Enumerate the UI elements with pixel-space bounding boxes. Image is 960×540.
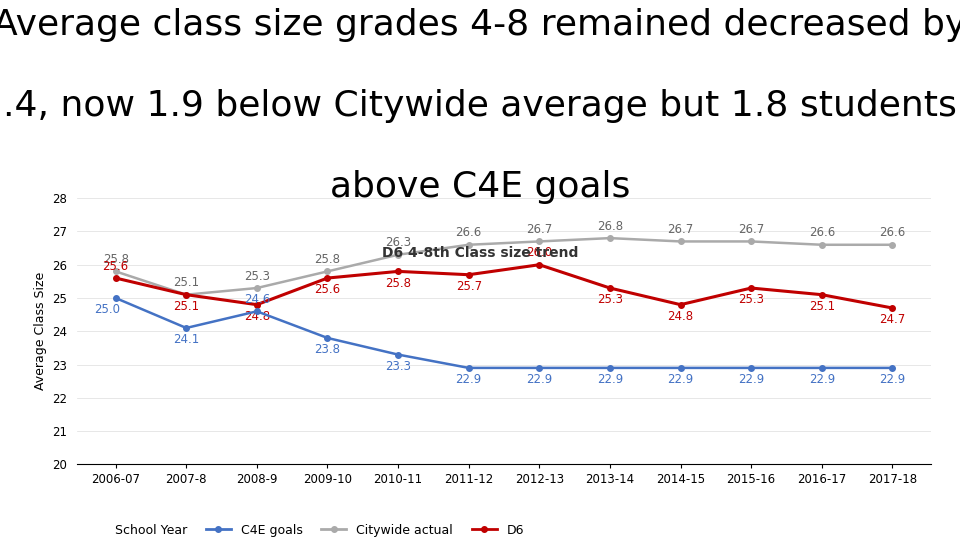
C4E goals (322, 335, 333, 341)
Text: 22.9: 22.9 (879, 373, 905, 386)
Text: 26.6: 26.6 (456, 226, 482, 239)
Text: 26.8: 26.8 (597, 220, 623, 233)
Text: 25.6: 25.6 (103, 260, 129, 273)
C4E goals (109, 295, 121, 301)
C4E goals (816, 364, 828, 371)
D6 (393, 268, 404, 275)
Text: 25.3: 25.3 (597, 293, 623, 306)
Line: Citywide actual: Citywide actual (113, 235, 895, 298)
Text: 24.8: 24.8 (667, 310, 693, 323)
Citywide actual (534, 238, 545, 245)
Text: 22.9: 22.9 (667, 373, 694, 386)
Text: 24.7: 24.7 (879, 313, 905, 326)
D6 (604, 285, 615, 291)
Citywide actual (322, 268, 333, 275)
Text: 25.8: 25.8 (385, 276, 411, 289)
Text: 26.6: 26.6 (879, 226, 905, 239)
C4E goals (745, 364, 756, 371)
Text: 23.3: 23.3 (385, 360, 411, 373)
Text: 25.8: 25.8 (315, 253, 341, 266)
C4E goals (252, 308, 263, 315)
Text: 25.3: 25.3 (244, 269, 270, 283)
D6 (252, 301, 263, 308)
Text: 26.7: 26.7 (667, 223, 694, 236)
D6 (463, 272, 474, 278)
Citywide actual (109, 268, 121, 275)
C4E goals (463, 364, 474, 371)
Text: .4, now 1.9 below Citywide average but 1.8 students: .4, now 1.9 below Citywide average but 1… (3, 89, 957, 123)
Text: 22.9: 22.9 (597, 373, 623, 386)
Text: 25.1: 25.1 (173, 300, 200, 313)
D6 (887, 305, 899, 311)
Text: 23.8: 23.8 (315, 343, 341, 356)
Text: 22.9: 22.9 (808, 373, 835, 386)
Text: 22.9: 22.9 (738, 373, 764, 386)
Legend: School Year, C4E goals, Citywide actual, D6: School Year, C4E goals, Citywide actual,… (75, 518, 529, 540)
Text: 26.0: 26.0 (526, 246, 552, 259)
Citywide actual (604, 235, 615, 241)
Text: 26.6: 26.6 (808, 226, 835, 239)
Text: 24.1: 24.1 (173, 333, 200, 346)
C4E goals (604, 364, 615, 371)
C4E goals (393, 352, 404, 358)
Text: 25.3: 25.3 (738, 293, 764, 306)
Text: 26.3: 26.3 (385, 237, 411, 249)
C4E goals (675, 364, 686, 371)
D6 (534, 261, 545, 268)
Text: D6 4-8th Class size trend: D6 4-8th Class size trend (382, 246, 578, 260)
Text: 24.6: 24.6 (244, 293, 270, 306)
C4E goals (534, 364, 545, 371)
Line: D6: D6 (113, 262, 895, 311)
Text: 25.8: 25.8 (103, 253, 129, 266)
Citywide actual (816, 241, 828, 248)
Text: 22.9: 22.9 (456, 373, 482, 386)
Text: 25.7: 25.7 (456, 280, 482, 293)
Text: 26.7: 26.7 (738, 223, 764, 236)
Text: Average class size grades 4-8 remained decreased by: Average class size grades 4-8 remained d… (0, 8, 960, 42)
C4E goals (180, 325, 192, 331)
Text: 26.7: 26.7 (526, 223, 552, 236)
D6 (675, 301, 686, 308)
Citywide actual (675, 238, 686, 245)
Y-axis label: Average Class Size: Average Class Size (34, 272, 46, 390)
Citywide actual (393, 252, 404, 258)
Text: 25.1: 25.1 (173, 276, 200, 289)
Text: 25.6: 25.6 (315, 284, 341, 296)
Text: above C4E goals: above C4E goals (330, 170, 630, 204)
D6 (816, 292, 828, 298)
D6 (180, 292, 192, 298)
D6 (109, 275, 121, 281)
Text: 24.8: 24.8 (244, 310, 270, 323)
Line: C4E goals: C4E goals (113, 295, 895, 370)
Text: 25.0: 25.0 (94, 303, 120, 316)
D6 (745, 285, 756, 291)
Citywide actual (463, 241, 474, 248)
Text: 22.9: 22.9 (526, 373, 552, 386)
Citywide actual (745, 238, 756, 245)
Citywide actual (180, 292, 192, 298)
C4E goals (887, 364, 899, 371)
Citywide actual (887, 241, 899, 248)
Text: 25.1: 25.1 (808, 300, 835, 313)
D6 (322, 275, 333, 281)
Citywide actual (252, 285, 263, 291)
